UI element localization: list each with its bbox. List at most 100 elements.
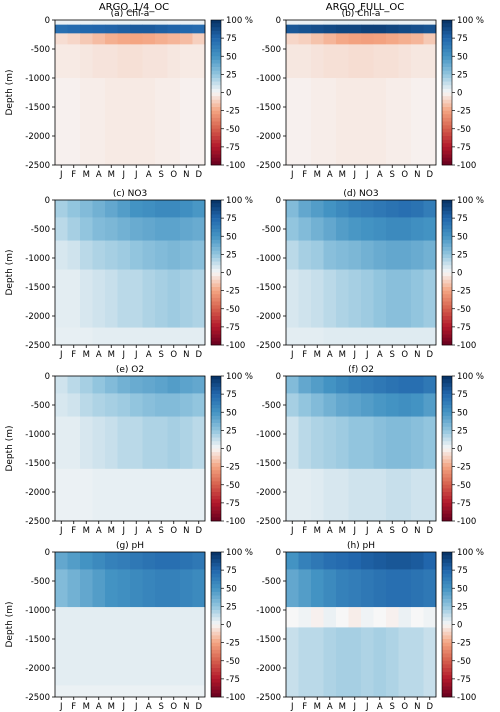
colorbar-segment xyxy=(211,635,221,640)
colorbar: 100 % 75 50 25 0 -25 -50 -75 -100 xyxy=(441,16,484,171)
y-tick-label: -1500 xyxy=(256,459,281,469)
heatmap-cell xyxy=(167,607,181,686)
colorbar-segment xyxy=(211,243,221,248)
colorbar-tick-label: 75 xyxy=(457,214,468,224)
y-tick-label: -500 xyxy=(31,577,50,587)
heatmap-cell xyxy=(92,552,106,570)
colorbar-segment xyxy=(442,631,452,636)
colorbar-segment xyxy=(442,599,452,604)
colorbar-segment xyxy=(442,642,452,647)
heatmap-cell xyxy=(105,200,118,218)
panels: (a) Chl-a0-500-1000-1500-2000-2500Depth … xyxy=(5,9,484,712)
colorbar-segment xyxy=(211,495,221,500)
heatmap-cell xyxy=(142,24,156,34)
heatmap-cell xyxy=(105,607,118,686)
heatmap-cell xyxy=(286,20,299,25)
heatmap-cell xyxy=(192,240,206,270)
colorbar-tick-label: 50 xyxy=(457,52,468,62)
colorbar-segment xyxy=(442,34,452,39)
heatmap-cell xyxy=(411,607,424,628)
heatmap-cell xyxy=(105,217,118,241)
colorbar-segment xyxy=(442,499,452,504)
colorbar-segment xyxy=(442,232,452,237)
colorbar-segment xyxy=(211,552,221,556)
colorbar-tick-label: 25 xyxy=(226,426,237,436)
colorbar-segment xyxy=(442,125,452,130)
colorbar-segment xyxy=(211,88,221,93)
colorbar-segment xyxy=(211,290,221,295)
colorbar-segment xyxy=(211,463,221,467)
heatmap-cell xyxy=(361,217,374,241)
colorbar-segment xyxy=(211,386,221,391)
heatmap-cell xyxy=(298,416,312,470)
heatmap-cell xyxy=(80,240,93,270)
colorbar-tick-label: -25 xyxy=(457,463,471,473)
heatmap-cell xyxy=(105,569,118,608)
heatmap-cell xyxy=(348,569,362,608)
heatmap-cell xyxy=(398,20,412,25)
colorbar-segment xyxy=(442,379,452,384)
heatmap-cell xyxy=(180,78,193,166)
colorbar-segment xyxy=(211,668,221,672)
axes-frame xyxy=(54,551,206,698)
colorbar-segment xyxy=(211,34,221,39)
x-tick-label: A xyxy=(146,350,152,360)
heatmap xyxy=(55,552,206,698)
colorbar-segment xyxy=(211,316,221,320)
colorbar-segment xyxy=(211,56,221,61)
colorbar-tick-label: 0 xyxy=(226,445,231,455)
x-tick-label: A xyxy=(146,170,152,180)
y-tick-label: -1500 xyxy=(256,283,281,293)
colorbar-segment xyxy=(211,229,221,233)
heatmap-cell xyxy=(348,552,362,570)
colorbar-segment xyxy=(442,470,452,475)
heatmap-cell xyxy=(286,416,299,470)
colorbar-segment xyxy=(211,38,221,43)
x-tick-label: O xyxy=(170,350,177,360)
colorbar-segment xyxy=(211,624,221,629)
colorbar-segment xyxy=(442,45,452,50)
heatmap-cell xyxy=(298,552,312,570)
heatmap-cell xyxy=(386,327,399,346)
heatmap-cell xyxy=(398,468,412,522)
heatmap-cell xyxy=(286,269,299,328)
colorbar-segment xyxy=(211,657,221,662)
heatmap-cell xyxy=(336,569,349,608)
colorbar-tick-label: -100 xyxy=(226,517,245,527)
heatmap-cell xyxy=(361,24,374,34)
colorbar-segment xyxy=(442,401,452,406)
heatmap-cell xyxy=(311,468,324,522)
y-tick-label: -1500 xyxy=(25,635,50,645)
colorbar-segment xyxy=(442,517,452,522)
colorbar-segment xyxy=(442,312,452,317)
colorbar-segment xyxy=(442,218,452,223)
x-tick-label: A xyxy=(146,702,152,712)
heatmap-cell xyxy=(92,376,106,394)
x-tick-label: J xyxy=(365,526,369,536)
heatmap-cell xyxy=(348,416,362,470)
colorbar-segment xyxy=(211,232,221,237)
colorbar-segment xyxy=(211,646,221,651)
heatmap-cell xyxy=(398,327,412,346)
colorbar-segment xyxy=(442,258,452,262)
heatmap-cell xyxy=(80,269,93,328)
heatmap-cell xyxy=(105,24,118,34)
colorbar-segment xyxy=(442,562,452,567)
heatmap-cell xyxy=(142,33,156,45)
colorbar-segment xyxy=(442,272,452,277)
heatmap-cell xyxy=(386,44,399,79)
x-tick-label: J xyxy=(352,526,356,536)
colorbar-segment xyxy=(442,660,452,665)
heatmap-cell xyxy=(180,33,193,45)
x-tick-label: J xyxy=(134,526,138,536)
colorbar-segment xyxy=(211,459,221,464)
colorbar-segment xyxy=(211,287,221,291)
heatmap-cell xyxy=(398,607,412,628)
colorbar-tick-label: -75 xyxy=(457,675,471,685)
x-tick-label: M xyxy=(108,702,115,712)
panel-title: (c) NO3 xyxy=(113,189,147,199)
heatmap-cell xyxy=(398,240,412,270)
